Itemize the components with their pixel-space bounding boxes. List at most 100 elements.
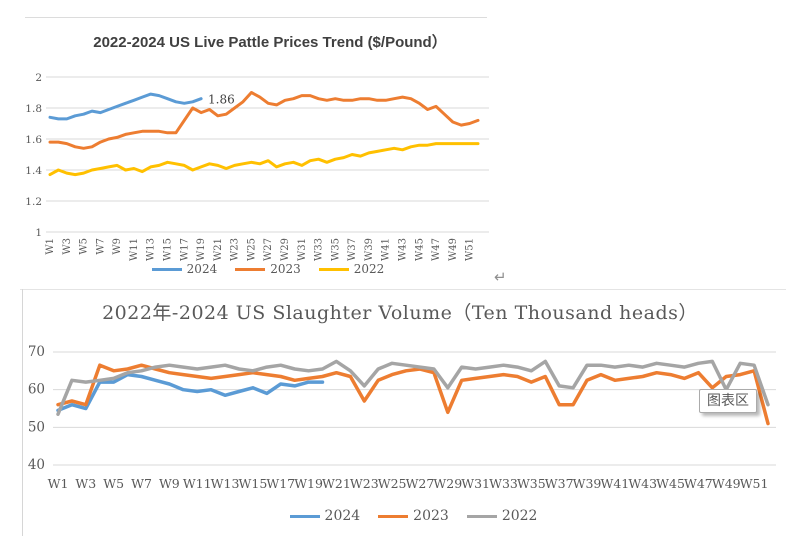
x-axis-tick-label: W17 xyxy=(266,476,295,491)
price-chart-legend: 2024 2023 2022 xyxy=(48,262,488,276)
legend-label: 2023 xyxy=(270,262,301,276)
x-axis-tick-label: W51 xyxy=(465,238,476,261)
x-axis-tick-label: W11 xyxy=(183,476,212,491)
x-axis-tick-label: W49 xyxy=(448,238,459,261)
y-axis-tick-label: 50 xyxy=(28,419,45,435)
x-axis-tick-label: W27 xyxy=(406,476,435,491)
y-axis-tick-label: 2 xyxy=(35,72,42,84)
x-axis-tick-label: W43 xyxy=(628,476,657,491)
x-axis-tick-label: W9 xyxy=(112,238,123,255)
x-axis-tick-label: W19 xyxy=(196,238,207,261)
x-axis-tick-label: W17 xyxy=(179,238,190,261)
y-axis-tick-label: 1 xyxy=(35,227,42,239)
price-chart-top-border xyxy=(25,17,487,18)
paragraph-return-mark: ↵ xyxy=(494,268,507,286)
x-axis-tick-label: W3 xyxy=(62,238,73,255)
volume-chart-top-border xyxy=(20,289,786,290)
x-axis-tick-label: W25 xyxy=(246,238,257,261)
y-axis-tick-label: 60 xyxy=(28,382,45,398)
series-line-2024[interactable] xyxy=(48,92,203,121)
x-axis-tick-label: W29 xyxy=(433,476,462,491)
y-axis-tick-label: 1.2 xyxy=(25,196,42,208)
x-axis-tick-label: W23 xyxy=(350,476,379,491)
x-axis-tick-label: W11 xyxy=(129,238,140,261)
legend-label: 2023 xyxy=(413,508,449,524)
x-axis-tick-label: W51 xyxy=(740,476,769,491)
x-axis-tick-label: W19 xyxy=(294,476,323,491)
x-axis-tick-label: W37 xyxy=(545,476,574,491)
legend-item-2024[interactable]: 2024 xyxy=(289,508,361,524)
x-axis-tick-label: W1 xyxy=(45,238,56,255)
x-axis-tick-label: W41 xyxy=(600,476,629,491)
chart-area-tooltip-label: 图表区 xyxy=(707,393,749,409)
x-axis-tick-label: W21 xyxy=(322,476,351,491)
legend-item-2023[interactable]: 2023 xyxy=(378,508,449,524)
legend-label: 2024 xyxy=(324,508,361,524)
x-axis-tick-label: W3 xyxy=(75,476,96,491)
legend-swatch-2022 xyxy=(466,514,497,518)
series-line-2023[interactable] xyxy=(56,363,770,426)
x-axis-tick-label: W31 xyxy=(461,476,490,491)
legend-label: 2022 xyxy=(501,508,538,524)
x-axis-tick-label: W45 xyxy=(656,476,685,491)
x-axis-tick-label: W15 xyxy=(162,238,173,261)
x-axis-tick-label: W47 xyxy=(684,476,713,491)
x-axis-tick-label: W33 xyxy=(314,238,325,261)
series-line-2022[interactable] xyxy=(56,359,770,416)
chart-area-tooltip: 图表区 xyxy=(699,389,757,413)
x-axis-tick-label: W13 xyxy=(211,476,240,491)
y-axis-tick-label: 40 xyxy=(28,457,45,473)
legend-label: 2022 xyxy=(353,262,385,276)
y-axis-tick-label: 70 xyxy=(28,344,45,360)
price-chart-title: 2022-2024 US Live Pattle Prices Trend ($… xyxy=(93,34,447,51)
x-axis-tick-label: W7 xyxy=(131,476,152,491)
x-axis-tick-label: W49 xyxy=(712,476,741,491)
x-axis-tick-label: W41 xyxy=(381,238,392,261)
x-axis-tick-label: W15 xyxy=(239,476,268,491)
y-axis-tick-label: 1.6 xyxy=(25,134,42,146)
y-axis-tick-label: 1.8 xyxy=(25,103,42,115)
x-axis-tick-label: W7 xyxy=(95,238,106,255)
x-axis-tick-label: W13 xyxy=(146,238,157,261)
x-axis-tick-label: W5 xyxy=(103,476,124,491)
x-axis-tick-label: W5 xyxy=(79,238,90,255)
x-axis-tick-label: W25 xyxy=(378,476,407,491)
x-axis-tick-label: W9 xyxy=(159,476,180,491)
x-axis-tick-label: W33 xyxy=(489,476,518,491)
legend-item-2024[interactable]: 2024 xyxy=(151,262,218,276)
legend-label: 2024 xyxy=(186,262,218,276)
x-axis-tick-label: W35 xyxy=(517,476,546,491)
x-axis-tick-label: W29 xyxy=(280,238,291,261)
volume-chart-left-border xyxy=(22,289,23,536)
x-axis-tick-label: W1 xyxy=(48,476,69,491)
x-axis-tick-label: W47 xyxy=(431,238,442,261)
y-axis-tick-label: 1.4 xyxy=(25,165,42,177)
price-chart-plot-area[interactable]: 2 1.8 1.6 1.4 1.2 1W1 W3 W5 W7 W9 W11 W13 W15 W17 W19 W… xyxy=(0,0,786,290)
legend-item-2022[interactable]: 2022 xyxy=(466,508,538,524)
legend-swatch-2023 xyxy=(378,514,409,518)
volume-chart-legend: 2024 2023 2022 xyxy=(55,508,772,524)
legend-swatch-2023 xyxy=(235,267,266,271)
x-axis-tick-label: W21 xyxy=(213,238,224,261)
series-line-2022[interactable] xyxy=(48,142,480,177)
x-axis-tick-label: W39 xyxy=(364,238,375,261)
x-axis-tick-label: W35 xyxy=(330,238,341,261)
legend-swatch-2024 xyxy=(151,267,182,271)
legend-item-2022[interactable]: 2022 xyxy=(318,262,385,276)
series-end-label: 1.86 xyxy=(208,93,235,107)
x-axis-tick-label: W37 xyxy=(347,238,358,261)
volume-chart-title: 2022年-2024 US Slaughter Volume（Ten Thous… xyxy=(102,302,698,324)
legend-item-2023[interactable]: 2023 xyxy=(235,262,301,276)
x-axis-tick-label: W43 xyxy=(397,238,408,261)
x-axis-tick-label: W39 xyxy=(573,476,602,491)
x-axis-tick-label: W23 xyxy=(230,238,241,261)
legend-swatch-2022 xyxy=(318,267,349,271)
x-axis-tick-label: W45 xyxy=(414,238,425,261)
series-line-2023[interactable] xyxy=(48,91,480,150)
x-axis-tick-label: W31 xyxy=(297,238,308,261)
x-axis-tick-label: W27 xyxy=(263,238,274,261)
series-line-2024[interactable] xyxy=(56,372,325,413)
legend-swatch-2024 xyxy=(289,514,320,518)
